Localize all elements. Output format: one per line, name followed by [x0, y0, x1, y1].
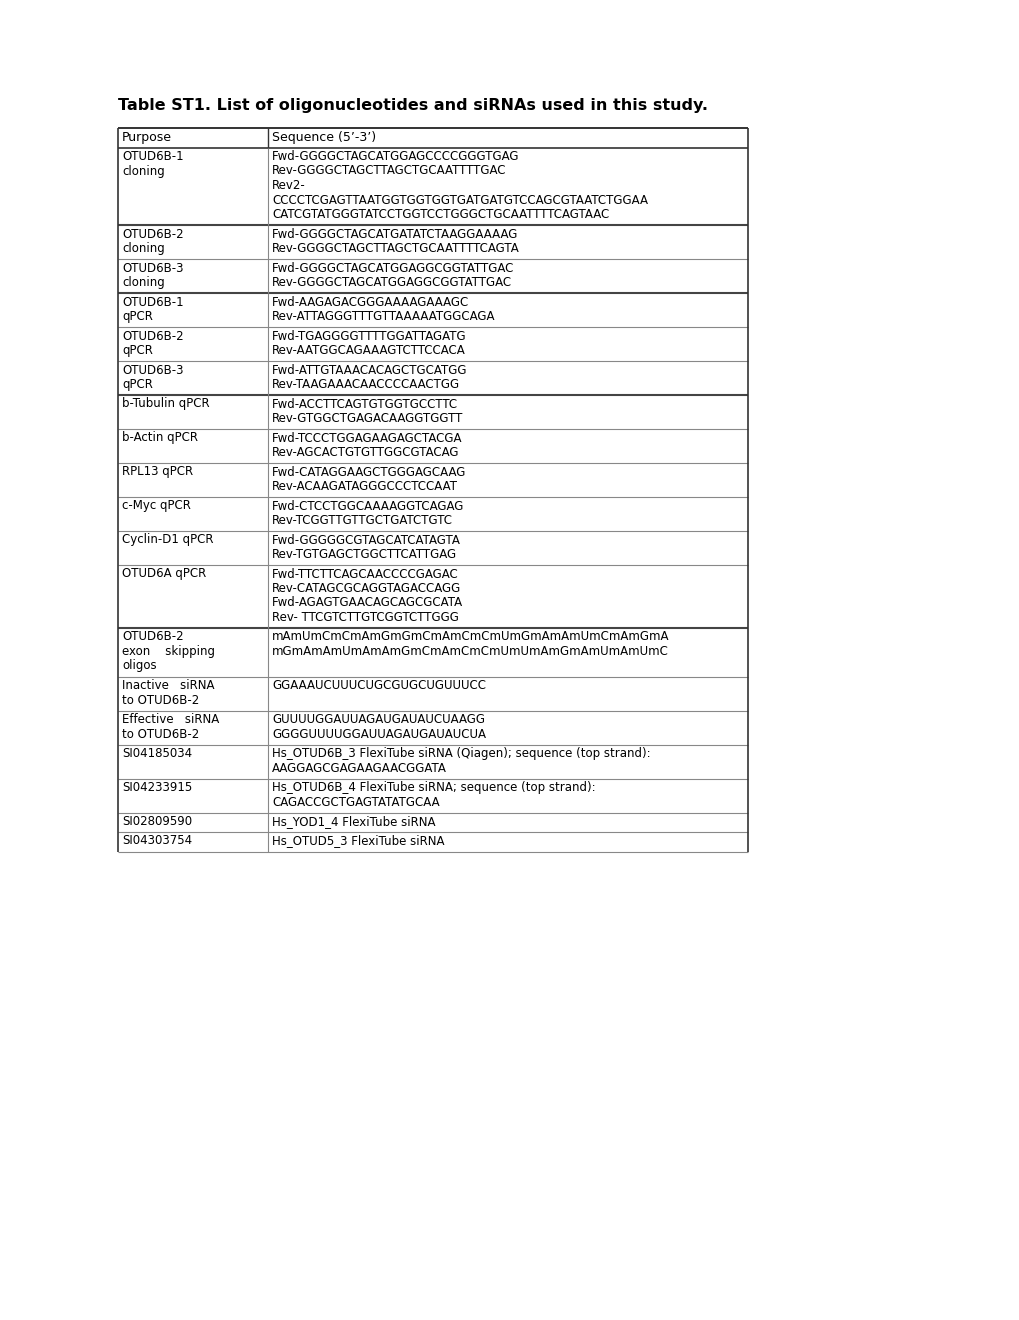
Text: OTUD6B-3: OTUD6B-3: [122, 261, 183, 275]
Text: OTUD6A qPCR: OTUD6A qPCR: [122, 568, 206, 581]
Text: Table ST1. List of oligonucleotides and siRNAs used in this study.: Table ST1. List of oligonucleotides and …: [118, 98, 707, 114]
Text: cloning: cloning: [122, 165, 165, 177]
Text: qPCR: qPCR: [122, 378, 153, 391]
Text: Effective   siRNA: Effective siRNA: [122, 713, 219, 726]
Text: Fwd-CTCCTGGCAAAAGGTCAGAG: Fwd-CTCCTGGCAAAAGGTCAGAG: [272, 499, 464, 512]
Text: GGAAAUCUUUCUGCGUGCUGUUUCC: GGAAAUCUUUCUGCGUGCUGUUUCC: [272, 678, 485, 692]
Text: Fwd-ATTGTAAACACAGCTGCATGG: Fwd-ATTGTAAACACAGCTGCATGG: [272, 363, 467, 376]
Text: OTUD6B-2: OTUD6B-2: [122, 631, 183, 644]
Text: cloning: cloning: [122, 242, 165, 255]
Text: Hs_OTUD6B_3 FlexiTube siRNA (Qiagen); sequence (top strand):: Hs_OTUD6B_3 FlexiTube siRNA (Qiagen); se…: [272, 747, 650, 760]
Text: Rev-GTGGCTGAGACAAGGTGGTT: Rev-GTGGCTGAGACAAGGTGGTT: [272, 412, 463, 425]
Text: CAGACCGCTGAGTATATGCAA: CAGACCGCTGAGTATATGCAA: [272, 796, 439, 808]
Text: SI04303754: SI04303754: [122, 834, 192, 847]
Text: Rev-TCGGTTGTTGCTGATCTGTC: Rev-TCGGTTGTTGCTGATCTGTC: [272, 513, 452, 527]
Text: Rev- TTCGTCTTGTCGGTCTTGGG: Rev- TTCGTCTTGTCGGTCTTGGG: [272, 611, 459, 624]
Text: CCCCTCGAGTTAATGGTGGTGGTGATGATGTCCAGCGTAATCTGGAA: CCCCTCGAGTTAATGGTGGTGGTGATGATGTCCAGCGTAA…: [272, 194, 647, 206]
Text: Rev2-: Rev2-: [272, 180, 306, 191]
Text: RPL13 qPCR: RPL13 qPCR: [122, 466, 193, 479]
Text: SI04233915: SI04233915: [122, 781, 192, 795]
Text: Inactive   siRNA: Inactive siRNA: [122, 678, 214, 692]
Text: qPCR: qPCR: [122, 310, 153, 323]
Text: Fwd-AGAGTGAACAGCAGCGCATA: Fwd-AGAGTGAACAGCAGCGCATA: [272, 597, 463, 610]
Text: Fwd-ACCTTCAGTGTGGTGCCTTC: Fwd-ACCTTCAGTGTGGTGCCTTC: [272, 397, 458, 411]
Text: qPCR: qPCR: [122, 345, 153, 356]
Text: Fwd-AAGAGACGGGAAAAGAAAGC: Fwd-AAGAGACGGGAAAAGAAAGC: [272, 296, 469, 309]
Text: Rev-CATAGCGCAGGTAGACCAGG: Rev-CATAGCGCAGGTAGACCAGG: [272, 582, 461, 595]
Text: SI02809590: SI02809590: [122, 814, 192, 828]
Text: Rev-TAAGAAACAACCCCAACTGG: Rev-TAAGAAACAACCCCAACTGG: [272, 378, 460, 391]
Text: GUUUUGGAUUAGAUGAUAUCUAAGG: GUUUUGGAUUAGAUGAUAUCUAAGG: [272, 713, 484, 726]
Text: Fwd-CATAGGAAGCTGGGAGCAAG: Fwd-CATAGGAAGCTGGGAGCAAG: [272, 466, 466, 479]
Text: OTUD6B-1: OTUD6B-1: [122, 150, 183, 162]
Text: Fwd-TTCTTCAGCAACCCCGAGAC: Fwd-TTCTTCAGCAACCCCGAGAC: [272, 568, 459, 581]
Text: oligos: oligos: [122, 660, 157, 672]
Text: to OTUD6B-2: to OTUD6B-2: [122, 693, 199, 706]
Text: AAGGAGCGAGAAGAACGGATA: AAGGAGCGAGAAGAACGGATA: [272, 762, 446, 775]
Text: Hs_OTUD6B_4 FlexiTube siRNA; sequence (top strand):: Hs_OTUD6B_4 FlexiTube siRNA; sequence (t…: [272, 781, 595, 795]
Text: GGGGUUUUGGAUUAGAUGAUAUCUA: GGGGUUUUGGAUUAGAUGAUAUCUA: [272, 727, 485, 741]
Text: Fwd-GGGGCTAGCATGGAGGCGGTATTGAC: Fwd-GGGGCTAGCATGGAGGCGGTATTGAC: [272, 261, 514, 275]
Text: SI04185034: SI04185034: [122, 747, 192, 760]
Text: mAmUmCmCmAmGmGmCmAmCmCmUmGmAmAmUmCmAmGmA: mAmUmCmCmAmGmGmCmAmCmCmUmGmAmAmUmCmAmGmA: [272, 631, 668, 644]
Text: CATCGTATGGGTATCCTGGTCCTGGGCTGCAATTTTCAGTAAC: CATCGTATGGGTATCCTGGTCCTGGGCTGCAATTTTCAGT…: [272, 209, 608, 220]
Text: Rev-ATTAGGGTTTGTTAAAAATGGCAGA: Rev-ATTAGGGTTTGTTAAAAATGGCAGA: [272, 310, 495, 323]
Text: Sequence (5’-3’): Sequence (5’-3’): [272, 131, 376, 144]
Text: Rev-AATGGCAGAAAGTCTTCCACA: Rev-AATGGCAGAAAGTCTTCCACA: [272, 345, 466, 356]
Text: to OTUD6B-2: to OTUD6B-2: [122, 727, 199, 741]
Text: Fwd-TCCCTGGAGAAGAGCTACGA: Fwd-TCCCTGGAGAAGAGCTACGA: [272, 432, 462, 445]
Text: OTUD6B-2: OTUD6B-2: [122, 330, 183, 342]
Text: Fwd-GGGGGCGTAGCATCATAGTA: Fwd-GGGGGCGTAGCATCATAGTA: [272, 533, 461, 546]
Text: OTUD6B-2: OTUD6B-2: [122, 227, 183, 240]
Text: Fwd-GGGGCTAGCATGATATCTAAGGAAAAG: Fwd-GGGGCTAGCATGATATCTAAGGAAAAG: [272, 227, 518, 240]
Text: mGmAmAmUmAmAmGmCmAmCmCmUmUmAmGmAmUmAmUmC: mGmAmAmUmAmAmGmCmAmCmCmUmUmAmGmAmUmAmUmC: [272, 645, 668, 657]
Text: OTUD6B-3: OTUD6B-3: [122, 363, 183, 376]
Text: Hs_OTUD5_3 FlexiTube siRNA: Hs_OTUD5_3 FlexiTube siRNA: [272, 834, 444, 847]
Text: exon    skipping: exon skipping: [122, 645, 215, 657]
Text: Rev-TGTGAGCTGGCTTCATTGAG: Rev-TGTGAGCTGGCTTCATTGAG: [272, 548, 457, 561]
Text: Rev-ACAAGATAGGGCCCTCCAAT: Rev-ACAAGATAGGGCCCTCCAAT: [272, 480, 458, 492]
Text: Rev-GGGGCTAGCATGGAGGCGGTATTGAC: Rev-GGGGCTAGCATGGAGGCGGTATTGAC: [272, 276, 512, 289]
Text: Cyclin-D1 qPCR: Cyclin-D1 qPCR: [122, 533, 213, 546]
Text: Hs_YOD1_4 FlexiTube siRNA: Hs_YOD1_4 FlexiTube siRNA: [272, 814, 435, 828]
Text: b-Tubulin qPCR: b-Tubulin qPCR: [122, 397, 210, 411]
Text: Fwd-GGGGCTAGCATGGAGCCCCGGGTGAG: Fwd-GGGGCTAGCATGGAGCCCCGGGTGAG: [272, 150, 519, 162]
Text: cloning: cloning: [122, 276, 165, 289]
Text: Purpose: Purpose: [122, 131, 172, 144]
Text: OTUD6B-1: OTUD6B-1: [122, 296, 183, 309]
Text: Rev-GGGGCTAGCTTAGCTGCAATTTTGAC: Rev-GGGGCTAGCTTAGCTGCAATTTTGAC: [272, 165, 506, 177]
Text: b-Actin qPCR: b-Actin qPCR: [122, 432, 198, 445]
Text: c-Myc qPCR: c-Myc qPCR: [122, 499, 191, 512]
Text: Rev-AGCACTGTGTTGGCGTACAG: Rev-AGCACTGTGTTGGCGTACAG: [272, 446, 459, 459]
Text: Rev-GGGGCTAGCTTAGCTGCAATTTTCAGTA: Rev-GGGGCTAGCTTAGCTGCAATTTTCAGTA: [272, 242, 520, 255]
Text: Fwd-TGAGGGGTTTTGGATTAGATG: Fwd-TGAGGGGTTTTGGATTAGATG: [272, 330, 466, 342]
